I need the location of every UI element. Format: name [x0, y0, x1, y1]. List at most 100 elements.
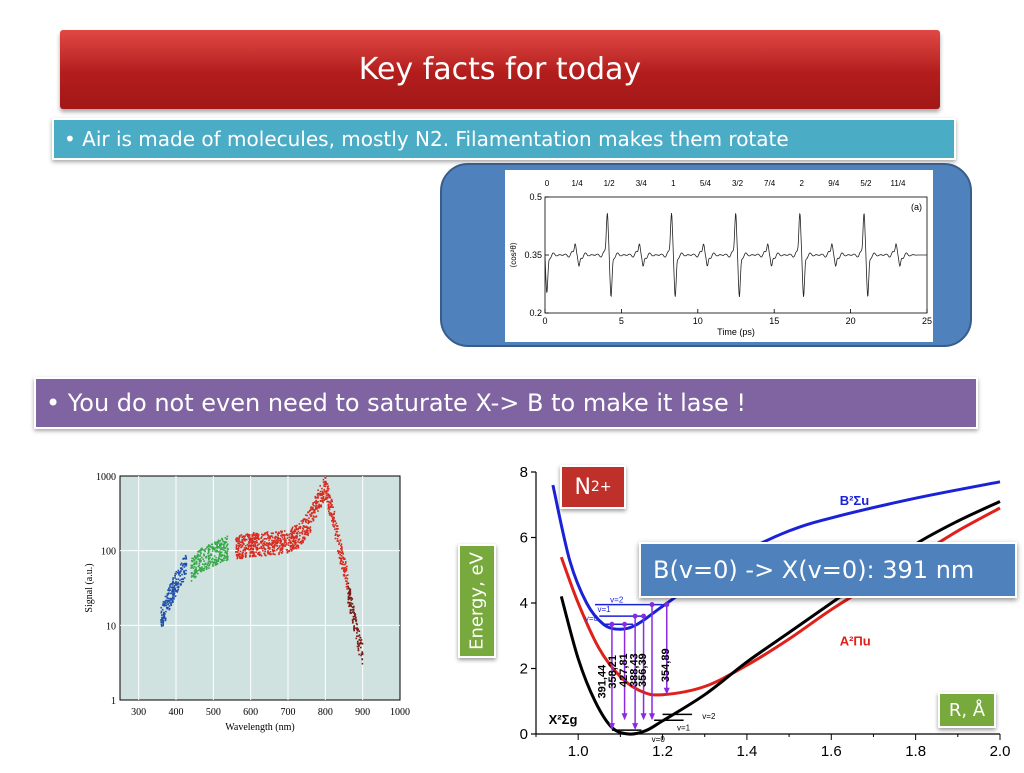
spectrum-point	[173, 597, 175, 599]
spectrum-point	[320, 497, 323, 499]
spectrum-point	[225, 538, 228, 540]
spectrum-point	[258, 543, 260, 545]
spectrum-point	[254, 545, 257, 548]
transition-callout: B(v=0) -> X(v=0): 391 nm	[639, 542, 1017, 598]
spectrum-point	[247, 534, 249, 537]
spectrum-point	[162, 613, 165, 616]
spectrum-point	[294, 528, 296, 531]
spectrum-point	[195, 566, 197, 569]
spectrum-point	[327, 495, 329, 497]
spectrum-point	[182, 580, 185, 583]
spectrum-point	[252, 544, 255, 546]
spectrum-point	[199, 569, 202, 572]
spectrum-point	[195, 557, 197, 560]
spectrum-point	[245, 534, 247, 536]
spectrum-point	[177, 588, 179, 591]
spectrum-point	[309, 515, 312, 517]
spectrum-point	[258, 538, 260, 540]
spectrum-point	[336, 538, 339, 540]
spectrum-point	[290, 535, 293, 538]
spectrum-point	[203, 549, 205, 551]
spectrum-point	[354, 618, 356, 620]
spectrum-point	[305, 521, 307, 524]
revival-y-tick-label: 0.5	[529, 192, 542, 202]
spectrum-point	[309, 531, 312, 533]
spectrum-point	[166, 599, 168, 602]
spectrum-point	[250, 547, 253, 549]
revival-x-tick-label: 5	[619, 316, 624, 326]
pes-vib-label-lower: v=2	[702, 712, 716, 721]
spectrum-point	[310, 506, 312, 509]
spectrum-point	[199, 551, 202, 554]
spectrum-point	[361, 662, 364, 665]
spectrum-point	[217, 557, 220, 560]
spectrum-point	[223, 557, 225, 560]
spectrum-point	[276, 542, 278, 545]
spectrum-point	[327, 493, 329, 495]
spectrum-point	[200, 570, 203, 573]
spectrum-point	[349, 609, 352, 611]
spectrum-point	[198, 564, 201, 567]
spectrum-point	[327, 489, 329, 492]
spectrum-point	[274, 553, 276, 556]
spectrum-point	[174, 577, 176, 579]
spectrum-point	[179, 579, 181, 582]
spectrum-point	[190, 560, 193, 562]
spectrum-point	[268, 547, 270, 550]
spectrum-point	[280, 540, 283, 542]
spectrum-point	[269, 535, 271, 537]
spectrum-point	[335, 531, 338, 533]
spectrum-point	[226, 556, 228, 559]
spectrum-point	[192, 557, 194, 560]
spectrum-point	[208, 558, 210, 561]
spectrum-point	[360, 642, 363, 645]
spectrum-point	[160, 618, 162, 621]
spectrum-point	[191, 575, 193, 577]
spectrum-point	[263, 552, 266, 555]
spectrum-point	[300, 520, 303, 522]
spectrum-point	[315, 507, 317, 510]
spectrum-point	[263, 533, 265, 536]
spectrum-point	[325, 490, 327, 493]
spectrum-point	[335, 533, 337, 535]
spectrum-point	[248, 539, 251, 542]
pes-transition-origin	[632, 613, 638, 619]
spectrum-point	[272, 536, 274, 539]
spectrum-point	[258, 553, 261, 556]
spectrum-point	[209, 548, 211, 551]
spectrum-point	[358, 634, 361, 636]
spectrum-point	[308, 517, 310, 519]
spectrum-point	[357, 643, 359, 645]
spectrum-point	[218, 554, 221, 556]
spectrum-point	[220, 555, 223, 558]
spectrum-point	[167, 593, 169, 596]
spectrum-series-3	[347, 582, 364, 665]
spectrum-point	[353, 628, 355, 630]
spectrum-point	[191, 564, 194, 567]
spectrum-point	[290, 537, 293, 540]
spectrum-point	[240, 541, 243, 544]
spectrum-point	[190, 580, 193, 582]
spectrum-point	[264, 548, 266, 550]
pes-wavelength-label: 427,81	[618, 653, 630, 687]
spectrum-point	[326, 483, 329, 485]
spectrum-point	[301, 539, 304, 542]
spectrum-point	[327, 500, 330, 503]
spectrum-point	[266, 551, 269, 554]
spectrum-point	[251, 542, 254, 545]
spectrum-point	[223, 549, 225, 551]
spectrum-point	[195, 563, 198, 565]
spectrum-point	[235, 544, 238, 546]
spectrum-point	[264, 537, 266, 540]
spectrum-point	[183, 563, 186, 566]
spectrum-point	[309, 520, 311, 523]
spectrum-point	[356, 627, 358, 629]
spectrum-point	[237, 542, 239, 544]
spectrum-point	[190, 572, 193, 574]
spectrum-point	[355, 617, 357, 619]
spectrum-point	[183, 562, 186, 565]
spectrum-point	[248, 549, 250, 551]
pes-vib-label-lower: v=0	[652, 735, 666, 744]
spectrum-point	[224, 537, 227, 539]
spectrum-point	[294, 547, 297, 549]
